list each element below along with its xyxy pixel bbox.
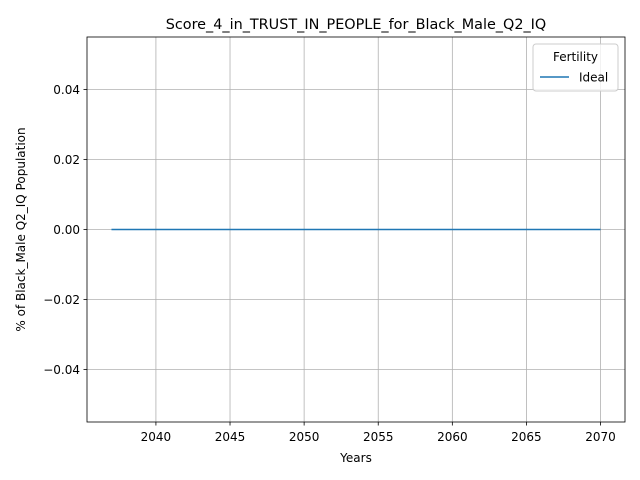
y-axis-label: % of Black_Male Q2_IQ Population — [14, 127, 28, 331]
x-axis-label: Years — [339, 451, 372, 465]
y-tick-label: 0.04 — [53, 83, 80, 97]
y-tick-label: −0.02 — [43, 293, 80, 307]
x-tick-label: 2070 — [585, 430, 616, 444]
y-tick-label: −0.04 — [43, 363, 80, 377]
y-tick-label: 0.02 — [53, 153, 80, 167]
legend-title: Fertility — [553, 50, 598, 64]
y-tick-label: 0.00 — [53, 223, 80, 237]
x-tick-label: 2045 — [215, 430, 246, 444]
legend: Fertility Ideal — [532, 43, 619, 92]
x-tick-label: 2060 — [437, 430, 468, 444]
y-axis-ticks: −0.04 −0.02 0.00 0.02 0.04 — [43, 83, 87, 377]
x-tick-label: 2050 — [289, 430, 320, 444]
x-axis-ticks: 2040 2045 2050 2055 2060 2065 2070 — [141, 422, 616, 444]
chart-title: Score_4_in_TRUST_IN_PEOPLE_for_Black_Mal… — [166, 17, 547, 33]
x-tick-label: 2065 — [511, 430, 542, 444]
x-tick-label: 2040 — [141, 430, 172, 444]
legend-entry-ideal: Ideal — [579, 71, 608, 85]
x-tick-label: 2055 — [363, 430, 394, 444]
legend-box — [532, 43, 619, 92]
